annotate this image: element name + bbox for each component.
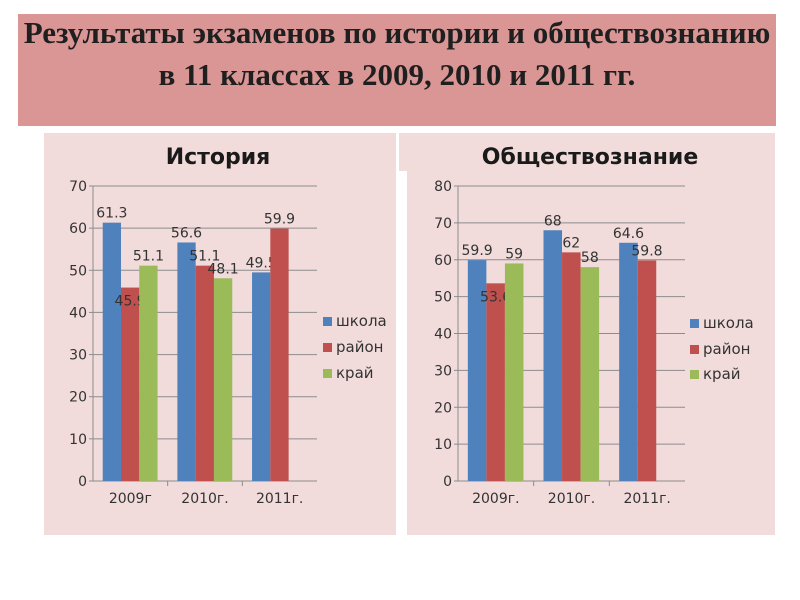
chart-title-social: Обществознание (482, 145, 699, 170)
y-tick-label-social: 40 (434, 327, 452, 343)
bar-history-1 (121, 287, 140, 481)
data-label-social: 68 (544, 213, 562, 229)
legend-label-social: край (703, 365, 741, 383)
y-tick-label-social: 10 (434, 437, 452, 453)
data-label-history: 51.1 (133, 249, 164, 265)
x-tick-label-history: 2011г. (256, 491, 303, 507)
legend-swatch-social (690, 370, 699, 379)
data-label-social: 64.6 (613, 226, 644, 242)
y-tick-label-social: 0 (443, 474, 452, 490)
y-tick-label-social: 60 (434, 253, 452, 269)
data-label-history: 48.1 (208, 261, 239, 277)
bar-social-2 (580, 267, 600, 481)
x-tick-label-social: 2011г. (623, 491, 670, 507)
y-tick-label-social: 50 (434, 290, 452, 306)
bar-social-1 (637, 260, 657, 481)
chart-title-history: История (166, 145, 271, 170)
legend-label-history: школа (336, 312, 387, 330)
legend-label-history: район (336, 338, 383, 356)
data-label-social: 59 (505, 246, 523, 262)
x-tick-label-history: 2009г (109, 491, 152, 507)
x-tick-label-social: 2010г. (548, 491, 595, 507)
data-label-history: 59.9 (264, 212, 295, 228)
data-label-social: 58 (581, 250, 599, 266)
data-label-history: 49.5 (246, 255, 277, 271)
y-tick-label-history: 70 (69, 179, 87, 195)
y-tick-label-social: 20 (434, 400, 452, 416)
legend-swatch-social (690, 345, 699, 354)
y-tick-label-social: 70 (434, 216, 452, 232)
bar-social-1 (486, 283, 505, 481)
slide-title: Результаты экзаменов по истории и общест… (23, 15, 771, 92)
chart-title-strip-social (399, 133, 775, 171)
data-label-social: 59.9 (462, 243, 493, 259)
bar-history-2 (213, 278, 233, 481)
bar-social-1 (562, 252, 581, 481)
y-tick-label-history: 20 (69, 390, 87, 406)
chart-title-strip-history (44, 133, 396, 171)
data-label-history: 56.6 (171, 225, 202, 241)
y-tick-label-history: 60 (69, 221, 87, 237)
bar-history-0 (102, 222, 121, 481)
bar-history-0 (177, 242, 196, 481)
y-tick-label-history: 40 (69, 305, 87, 321)
y-tick-label-social: 80 (434, 179, 452, 195)
bar-history-1 (195, 265, 214, 481)
x-tick-label-social: 2009г. (472, 491, 519, 507)
y-tick-label-history: 0 (78, 474, 87, 490)
bar-social-2 (504, 263, 524, 481)
bar-social-0 (619, 242, 638, 481)
legend-swatch-history (323, 317, 332, 326)
legend-swatch-history (323, 369, 332, 378)
data-label-history: 61.3 (96, 206, 127, 222)
bar-history-1 (270, 228, 289, 481)
data-label-history: 45.9 (115, 294, 146, 310)
legend-label-history: край (336, 364, 374, 382)
legend-swatch-social (690, 319, 699, 328)
bar-history-0 (252, 272, 271, 481)
data-label-social: 62 (562, 235, 580, 251)
data-label-social: 53.6 (480, 289, 511, 305)
title-band (18, 14, 776, 126)
data-label-social: 59.8 (631, 243, 662, 259)
y-tick-label-history: 10 (69, 432, 87, 448)
bar-social-0 (543, 230, 563, 481)
bar-social-0 (467, 260, 487, 481)
legend-label-social: район (703, 340, 750, 358)
x-tick-label-history: 2010г. (181, 491, 228, 507)
y-tick-label-social: 30 (434, 363, 452, 379)
data-label-history: 51.1 (189, 249, 220, 265)
legend-label-social: школа (703, 314, 754, 332)
bar-history-2 (139, 265, 158, 481)
y-tick-label-history: 30 (69, 348, 87, 364)
y-tick-label-history: 50 (69, 263, 87, 279)
legend-swatch-history (323, 343, 332, 352)
